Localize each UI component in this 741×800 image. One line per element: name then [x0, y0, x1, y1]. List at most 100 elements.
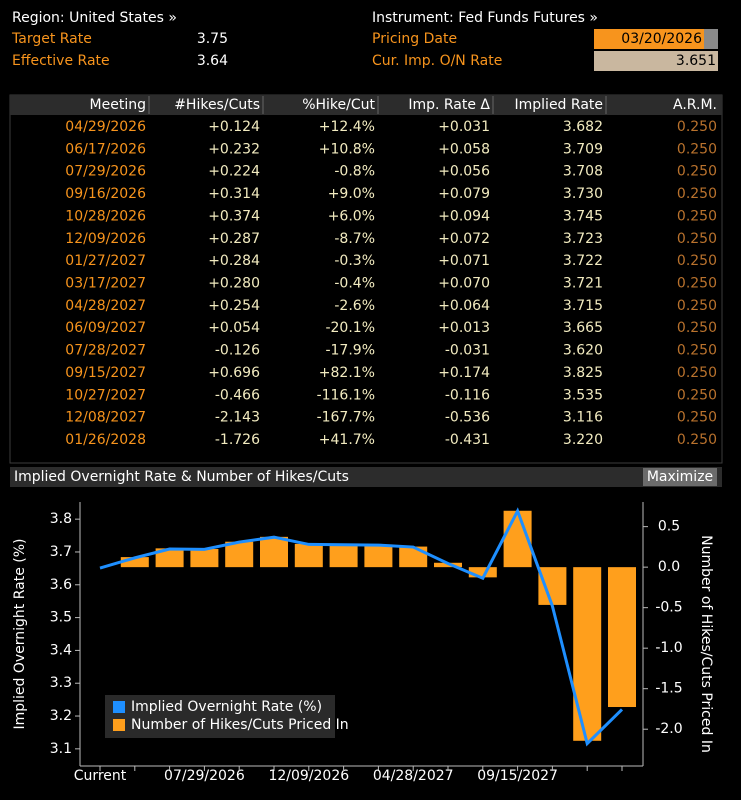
- value: 3.64: [197, 53, 228, 69]
- cell: +0.031: [438, 119, 490, 135]
- bar: [573, 567, 602, 741]
- cell: -2.6%: [334, 298, 375, 314]
- cell: 01/26/2028: [65, 432, 146, 448]
- date-value: 03/20/2026: [621, 31, 702, 47]
- cell: -0.431: [445, 432, 490, 448]
- cell: -116.1%: [317, 387, 375, 403]
- cell: +6.0%: [328, 208, 375, 224]
- cell: 0.250: [677, 432, 717, 448]
- cell: 09/16/2026: [65, 186, 146, 202]
- cell: 3.220: [563, 432, 603, 448]
- cell: 3.721: [563, 276, 603, 292]
- cell: +0.070: [438, 276, 490, 292]
- y-tick-label: 3.1: [50, 741, 72, 757]
- column-header: A.R.M.: [673, 97, 717, 113]
- cell: 0.250: [677, 119, 717, 135]
- cell: +0.013: [438, 320, 490, 336]
- y-tick-label: 3.4: [50, 642, 72, 658]
- cell: +9.0%: [328, 186, 375, 202]
- cell: 0.250: [677, 320, 717, 336]
- cell: 3.723: [563, 231, 603, 247]
- legend-label: Implied Overnight Rate (%): [131, 699, 322, 715]
- cell: +0.072: [438, 231, 490, 247]
- y-tick-label: 3.5: [50, 610, 72, 626]
- maximize-label: Maximize: [647, 469, 713, 485]
- maximize-button[interactable]: [643, 468, 717, 486]
- cell: 0.250: [677, 253, 717, 269]
- y2-tick-label: -0.5: [655, 600, 682, 616]
- column-header: #Hikes/Cuts: [174, 97, 260, 113]
- cell: +0.079: [438, 186, 490, 202]
- cell: 04/28/2027: [65, 298, 146, 314]
- cell: +0.174: [438, 365, 490, 381]
- cell: +0.058: [438, 141, 490, 157]
- cell: +0.287: [208, 231, 260, 247]
- cell: 0.250: [677, 231, 717, 247]
- cell: +0.124: [208, 119, 260, 135]
- cell: +0.284: [208, 253, 260, 269]
- label: Cur. Imp. O/N Rate: [372, 53, 502, 69]
- x-tick-label: 07/29/2026: [164, 768, 245, 784]
- cell: -0.4%: [334, 276, 375, 292]
- cell: 3.665: [563, 320, 603, 336]
- bar: [120, 557, 149, 568]
- cell: -0.536: [445, 410, 490, 426]
- cell: -167.7%: [317, 410, 375, 426]
- cell: 09/15/2027: [65, 365, 146, 381]
- legend: [105, 695, 335, 738]
- chart-title-bar: [10, 467, 722, 487]
- column-header: Meeting: [90, 97, 146, 113]
- calendar-button[interactable]: [704, 29, 718, 49]
- cell: +0.314: [208, 186, 260, 202]
- cell: -0.126: [215, 343, 260, 359]
- x-tick-label: Current: [74, 768, 127, 784]
- cell: 3.116: [563, 410, 603, 426]
- y2-tick-label: 0.0: [658, 559, 680, 575]
- cell: 0.250: [677, 387, 717, 403]
- label: Target Rate: [11, 31, 92, 47]
- chart-title: Implied Overnight Rate & Number of Hikes…: [14, 469, 349, 485]
- y2-tick-label: 0.5: [658, 519, 680, 535]
- cell: +0.254: [208, 298, 260, 314]
- cell: 3.709: [563, 141, 603, 157]
- bar: [329, 544, 358, 568]
- cell: -8.7%: [334, 231, 375, 247]
- cell: -20.1%: [325, 320, 375, 336]
- cell: 03/17/2027: [65, 276, 146, 292]
- cell: -17.9%: [325, 343, 375, 359]
- y-axis-title: Implied Overnight Rate (%): [12, 538, 28, 729]
- bar: [399, 546, 428, 568]
- cell: +0.056: [438, 164, 490, 180]
- date-field[interactable]: [594, 29, 704, 49]
- cell: +0.071: [438, 253, 490, 269]
- cell: 0.250: [677, 365, 717, 381]
- column-header: Implied Rate: [515, 97, 603, 113]
- x-tick-label: 09/15/2027: [477, 768, 558, 784]
- rate-field: [594, 51, 718, 71]
- cell: +82.1%: [319, 365, 375, 381]
- cell: +0.064: [438, 298, 490, 314]
- cell: 3.682: [563, 119, 603, 135]
- cell: -0.116: [445, 387, 490, 403]
- y-tick-label: 3.3: [50, 675, 72, 691]
- bar: [294, 543, 323, 568]
- cell: 3.730: [563, 186, 603, 202]
- cell: 3.745: [563, 208, 603, 224]
- line: [99, 507, 624, 747]
- value: 3.75: [197, 31, 228, 47]
- cell: -0.3%: [334, 253, 375, 269]
- cell: 3.722: [563, 253, 603, 269]
- cell: 3.535: [563, 387, 603, 403]
- y2-tick-label: -1.0: [655, 640, 682, 656]
- table-header: [10, 95, 722, 115]
- y-tick-label: 3.7: [50, 544, 72, 560]
- y-tick-label: 3.6: [50, 577, 72, 593]
- bar: [155, 548, 184, 568]
- cell: +10.8%: [319, 141, 375, 157]
- bar: [538, 567, 567, 605]
- cell: 12/08/2027: [65, 410, 146, 426]
- cell: 0.250: [677, 276, 717, 292]
- bar: [225, 541, 254, 568]
- cell: 12/09/2026: [65, 231, 146, 247]
